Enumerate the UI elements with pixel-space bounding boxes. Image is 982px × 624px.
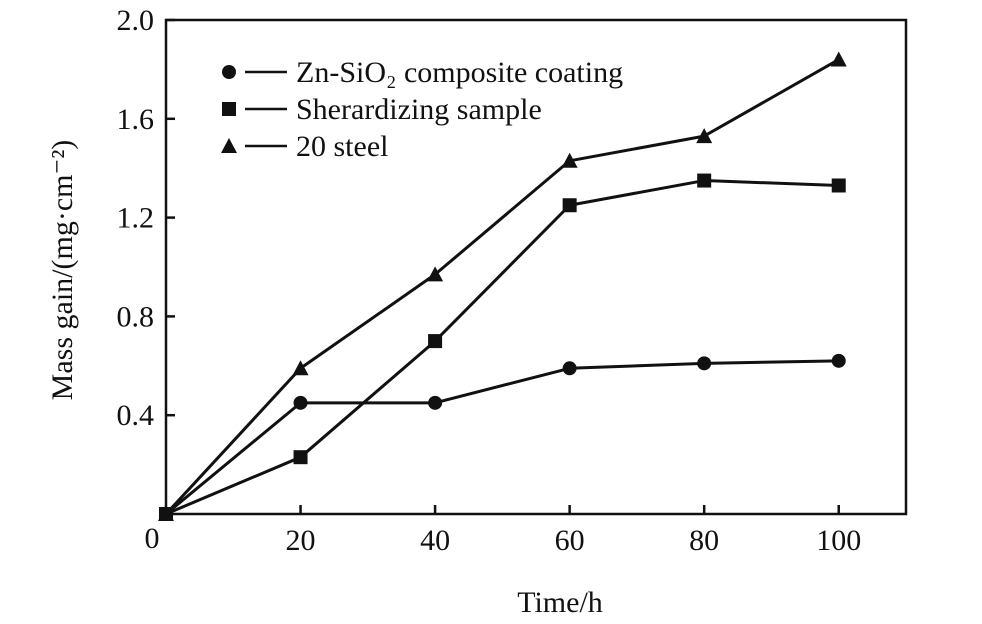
x-axis-title: Time/h [517,586,603,619]
legend-label: Zn-SiO₂ composite coating [296,56,623,89]
data-point-circle [831,353,846,368]
x-tick-label: 20 [286,524,316,557]
origin-label: 0 [145,522,160,555]
legend-label: Sherardizing sample [296,93,542,126]
legend-item: 20 steel [221,130,388,163]
data-point-square [293,450,308,465]
series-triangle [158,51,847,521]
x-tick-label: 60 [555,524,585,557]
y-tick-label: 1.2 [117,202,155,235]
series-line [165,179,839,516]
data-point-triangle [696,128,713,144]
series-circle [159,353,846,521]
legend-item: Zn-SiO₂ composite coating [222,56,623,89]
plot-frame [164,18,908,516]
legend-marker-triangle [221,138,237,153]
y-tick-label: 1.6 [117,103,155,136]
y-tick-label: 0.8 [117,300,155,333]
data-point-square [428,334,443,349]
legend-marker-square [222,102,236,116]
y-tick-label: 2.0 [117,4,155,37]
series-line [165,359,839,516]
data-point-triangle [292,360,309,376]
data-point-circle [697,356,712,371]
x-tick-label: 80 [689,524,719,557]
x-axis-ticks: 20 40 60 80 100 [286,505,861,557]
data-point-triangle [830,51,847,67]
data-point-circle [428,395,443,410]
series-square [159,173,846,521]
y-tick-label: 0.4 [117,399,155,432]
plot-area-border [164,18,908,516]
data-point-triangle [158,506,174,521]
y-axis-ticks: 0.4 0.8 1.2 1.6 2.0 [117,4,175,432]
data-point-triangle [561,152,578,168]
series-layer [158,51,847,521]
x-tick-label: 100 [816,524,861,557]
legend-marker-circle [222,65,236,79]
data-point-circle [293,395,308,410]
x-tick-label: 40 [420,524,450,557]
data-point-square [562,198,577,213]
data-point-circle [562,361,577,376]
data-point-square [697,173,712,188]
legend: Zn-SiO₂ composite coating Sherardizing sa… [221,56,623,163]
data-point-square [831,178,846,193]
legend-label: 20 steel [296,130,388,163]
series-line [164,58,840,516]
y-axis-title: Mass gain/(mg·cm⁻²) [46,140,79,401]
legend-item: Sherardizing sample [222,93,542,126]
data-point-triangle [427,266,444,282]
